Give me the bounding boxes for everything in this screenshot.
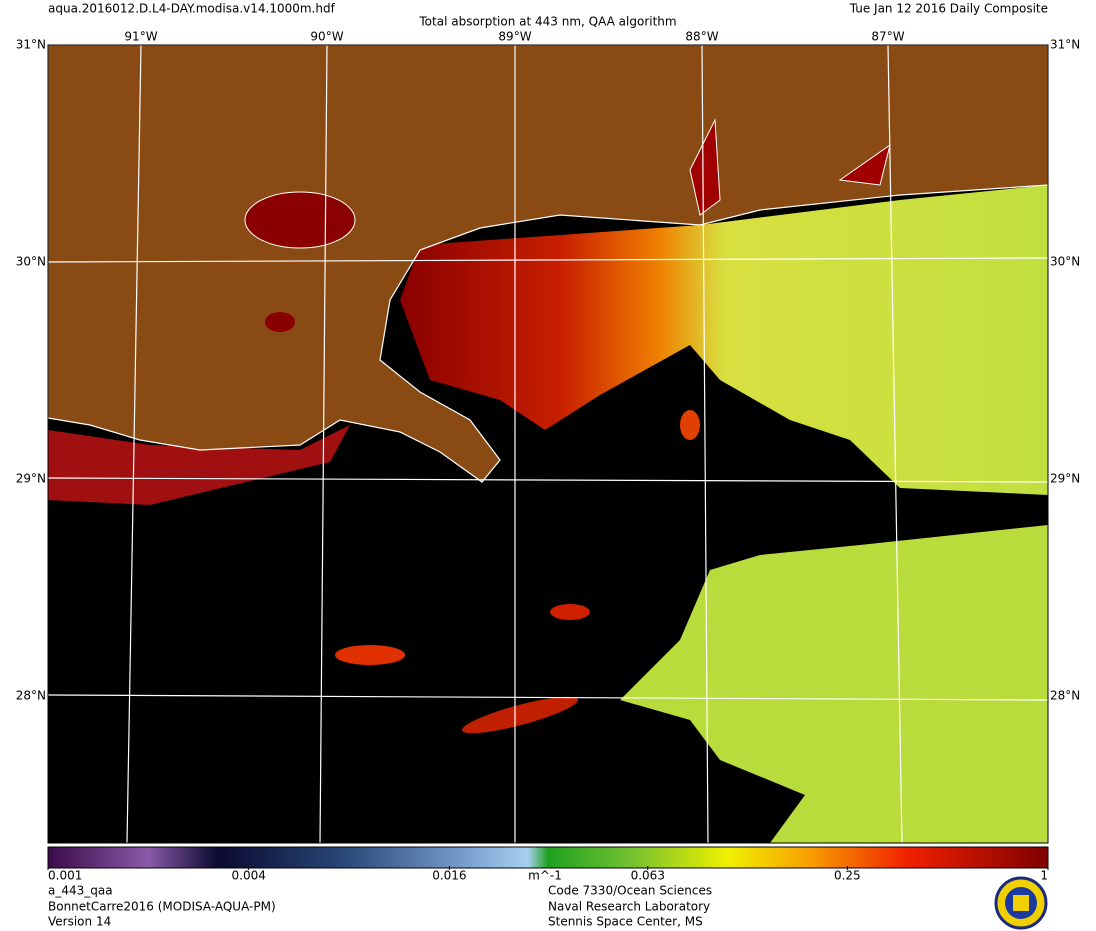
org-line: Naval Research Laboratory xyxy=(548,900,710,914)
lat-labels: 31°N 31°N 30°N 30°N 29°N 29°N 28°N 28°N xyxy=(16,38,1081,703)
grid-line xyxy=(319,45,328,843)
map-title: Total absorption at 443 nm, QAA algorith… xyxy=(418,15,676,29)
map-area xyxy=(48,45,1048,843)
coastal-water xyxy=(48,425,350,505)
land xyxy=(48,45,1048,483)
offshore-water xyxy=(620,525,1048,843)
colorbar-tick-label: 0.001 xyxy=(48,869,82,883)
lat-label: 30°N xyxy=(16,255,46,269)
bay xyxy=(838,143,891,186)
colorbar-tick-label: 0.016 xyxy=(432,869,466,883)
water-patch xyxy=(550,604,590,620)
lon-label: 89°W xyxy=(498,30,531,44)
product-name: a_443_qaa xyxy=(48,884,113,898)
dataset-name: BonnetCarre2016 (MODISA-AQUA-PM) xyxy=(48,900,276,914)
grid-line xyxy=(701,45,709,843)
org-line: Stennis Space Center, MS xyxy=(548,915,703,929)
plume xyxy=(400,185,1048,495)
colorbar-tick-label: 0.063 xyxy=(631,869,665,883)
grid-line xyxy=(48,257,1048,263)
file-name: aqua.2016012.D.L4-DAY.modisa.v14.1000m.h… xyxy=(48,2,336,16)
colorbar-tick-label: 1 xyxy=(1040,869,1048,883)
lat-label: 31°N xyxy=(16,38,46,52)
lon-label: 90°W xyxy=(310,30,343,44)
colorbar xyxy=(47,846,1049,869)
colorbar-tick-label: 0.004 xyxy=(232,869,266,883)
org-line: Code 7330/Ocean Sciences xyxy=(548,884,712,898)
lon-labels: 91°W 90°W 89°W 88°W 87°W xyxy=(124,30,904,44)
lake xyxy=(265,312,295,332)
colorbar-tick-label: 0.25 xyxy=(834,869,861,883)
lat-label: 29°N xyxy=(1050,472,1080,486)
grid-line xyxy=(48,477,1048,483)
grid-line xyxy=(126,45,142,843)
grid-line xyxy=(887,45,903,843)
water-patch xyxy=(680,410,700,440)
lat-label: 29°N xyxy=(16,472,46,486)
colorbar-unit: m^-1 xyxy=(528,869,562,883)
date-label: Tue Jan 12 2016 Daily Composite xyxy=(849,2,1048,16)
grid-line xyxy=(48,694,1048,701)
lat-label: 31°N xyxy=(1050,38,1080,52)
graticule xyxy=(48,45,1048,843)
lon-label: 87°W xyxy=(871,30,904,44)
lake xyxy=(244,191,356,249)
version: Version 14 xyxy=(48,915,111,929)
logo xyxy=(994,876,1048,930)
lat-label: 30°N xyxy=(1050,255,1080,269)
bay xyxy=(689,118,721,216)
colorbar-ticks: 0.001 0.004 0.016 0.063 0.25 1 xyxy=(47,866,1049,883)
map-frame xyxy=(47,44,1049,844)
lat-label: 28°N xyxy=(16,689,46,703)
lon-label: 91°W xyxy=(124,30,157,44)
lon-label: 88°W xyxy=(685,30,718,44)
water-patch xyxy=(461,696,579,734)
water-patch xyxy=(335,645,405,665)
lat-label: 28°N xyxy=(1050,689,1080,703)
